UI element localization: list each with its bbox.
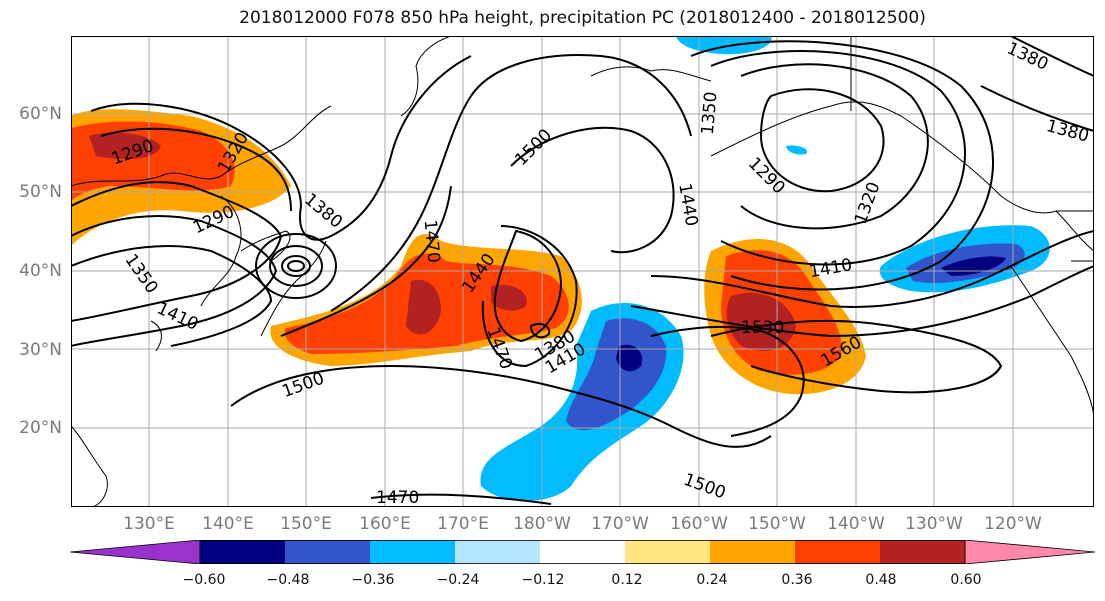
colorbar-segment: [285, 540, 371, 564]
colorbar-tick-label: −0.60: [182, 572, 226, 588]
colorbar-tick-label: −0.48: [266, 572, 310, 588]
map-panel: 1290 1320 1290 1380 1350 1410 1470 1440 …: [71, 36, 1094, 507]
graticule: [71, 36, 1094, 507]
colorbar-extend-high: [964, 540, 1095, 564]
colorbar-tick-label: 0.12: [611, 572, 643, 588]
lat-label-40n: 40°N: [19, 261, 62, 281]
lon-label-180w: 180°W: [513, 514, 571, 534]
colorbar-tick-label: 0.60: [950, 572, 982, 588]
precip-positive-central: [270, 234, 582, 366]
colorbar-tick-label: 0.48: [865, 572, 897, 588]
lon-label-150e: 150°E: [280, 514, 332, 534]
contour-label-1470: 1470: [376, 488, 419, 507]
lat-label-20n: 20°N: [19, 418, 62, 438]
colorbar-segment: [710, 540, 796, 564]
height-contours: [71, 36, 1094, 505]
lon-label-130e: 130°E: [123, 514, 175, 534]
colorbar-extend-low: [70, 540, 201, 564]
lon-label-140e: 140°E: [202, 514, 254, 534]
colorbar-segment: [455, 540, 541, 564]
colorbar-segment: [540, 540, 626, 564]
lon-label-170e: 170°E: [437, 514, 489, 534]
colorbar-segment: [625, 540, 711, 564]
lat-label-60n: 60°N: [19, 104, 62, 124]
colorbar-tick-label: −0.36: [351, 572, 395, 588]
lat-label-50n: 50°N: [19, 182, 62, 202]
colorbar: [70, 540, 1095, 564]
lon-label-160w: 160°W: [670, 514, 728, 534]
lon-label-130w: 130°W: [905, 514, 963, 534]
figure-title: 2018012000 F078 850 hPa height, precipit…: [239, 8, 926, 28]
lon-label-150w: 150°W: [748, 514, 806, 534]
precip-negative-north: [676, 36, 807, 155]
lat-label-30n: 30°N: [19, 340, 62, 360]
colorbar-tick-label: 0.24: [696, 572, 728, 588]
lon-label-120w: 120°W: [984, 514, 1042, 534]
colorbar-segment: [200, 540, 286, 564]
coastlines: [71, 36, 1094, 507]
contour-label-1350: 1350: [698, 91, 722, 136]
contour-label-1530: 1530: [741, 318, 784, 338]
colorbar-tick-label: −0.24: [436, 572, 480, 588]
precip-negative-central: [480, 303, 684, 501]
colorbar-frame: [199, 540, 966, 564]
lon-label-160e: 160°E: [359, 514, 411, 534]
lon-label-140w: 140°W: [827, 514, 885, 534]
contour-label-1470: 1470: [420, 219, 444, 264]
colorbar-segment: [880, 540, 966, 564]
colorbar-segment: [795, 540, 881, 564]
colorbar-tick-label: −0.12: [521, 572, 565, 588]
colorbar-segment: [370, 540, 456, 564]
colorbar-tick-label: 0.36: [781, 572, 813, 588]
lon-label-170w: 170°W: [591, 514, 649, 534]
